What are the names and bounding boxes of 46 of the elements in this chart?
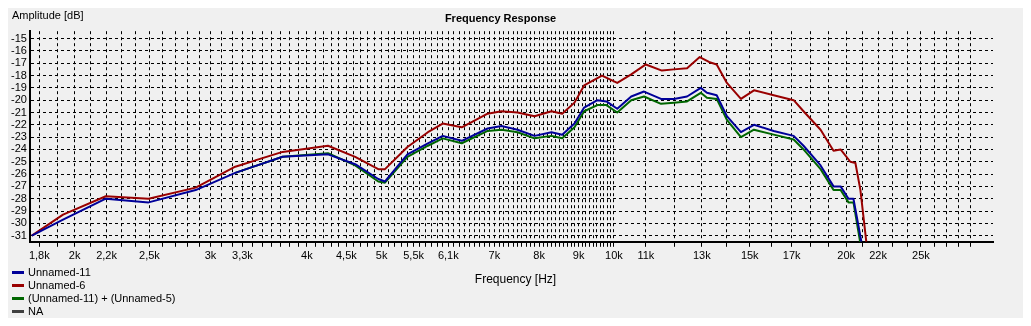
y-tick-label: -16 [10, 43, 27, 56]
y-axis-title: Amplitude [dB] [12, 8, 84, 21]
x-tick-label: 4k [301, 249, 314, 262]
x-tick-label: 20k [837, 249, 856, 262]
x-tick-label: 22k [869, 249, 888, 262]
x-tick-label: 5,5k [403, 249, 425, 262]
x-tick-label: 13k [692, 249, 712, 262]
y-tick-label: -31 [10, 228, 27, 241]
chart-title: Frequency Response [444, 11, 557, 24]
y-tick-label: -19 [10, 80, 27, 93]
y-tick-label: -20 [10, 93, 27, 106]
y-tick-label: -25 [10, 154, 27, 167]
y-tick-label: -18 [10, 68, 27, 81]
y-tick-label: -17 [10, 56, 27, 69]
legend-label: Unnamed-6 [28, 279, 86, 292]
y-tick-label: -24 [10, 142, 27, 155]
y-tick-label: -22 [10, 117, 27, 130]
x-tick-label: 7k [488, 249, 501, 262]
x-tick-label: 5k [375, 249, 388, 262]
x-axis-title: Frequency [Hz] [474, 272, 557, 286]
y-tick-label: -27 [10, 179, 27, 192]
y-tick-label: -29 [10, 204, 27, 217]
x-tick-label: 3k [204, 249, 217, 262]
y-tick-label: -23 [10, 130, 27, 143]
x-tick-label: 17k [782, 249, 802, 262]
x-tick-label: 2,2k [96, 249, 118, 262]
legend-label: Unnamed-11 [28, 266, 91, 279]
y-tick-label: -21 [10, 105, 27, 118]
y-tick-label: -15 [10, 31, 27, 44]
legend-label: NA [28, 305, 44, 318]
x-tick-label: 6,1k [437, 249, 460, 262]
x-tick-label: 2,5k [139, 249, 161, 262]
x-tick-label: 2k [68, 249, 81, 262]
y-tick-label: -28 [10, 191, 27, 204]
x-tick-label: 11k [637, 249, 655, 262]
y-tick-label: -30 [10, 216, 27, 229]
x-tick-label: 3,3k [232, 249, 254, 262]
x-tick-label: 10k [605, 249, 624, 262]
x-tick-label: 25k [912, 249, 931, 262]
x-tick-label: 15k [740, 249, 760, 262]
x-tick-label: 4,5k [335, 249, 358, 262]
y-tick-label: -26 [10, 167, 27, 180]
legend-label: (Unnamed-11) + (Unnamed-5) [28, 292, 176, 305]
x-tick-label: 1,8k [28, 249, 51, 262]
x-tick-label: 9k [572, 249, 585, 262]
x-tick-label: 8k [533, 249, 546, 262]
